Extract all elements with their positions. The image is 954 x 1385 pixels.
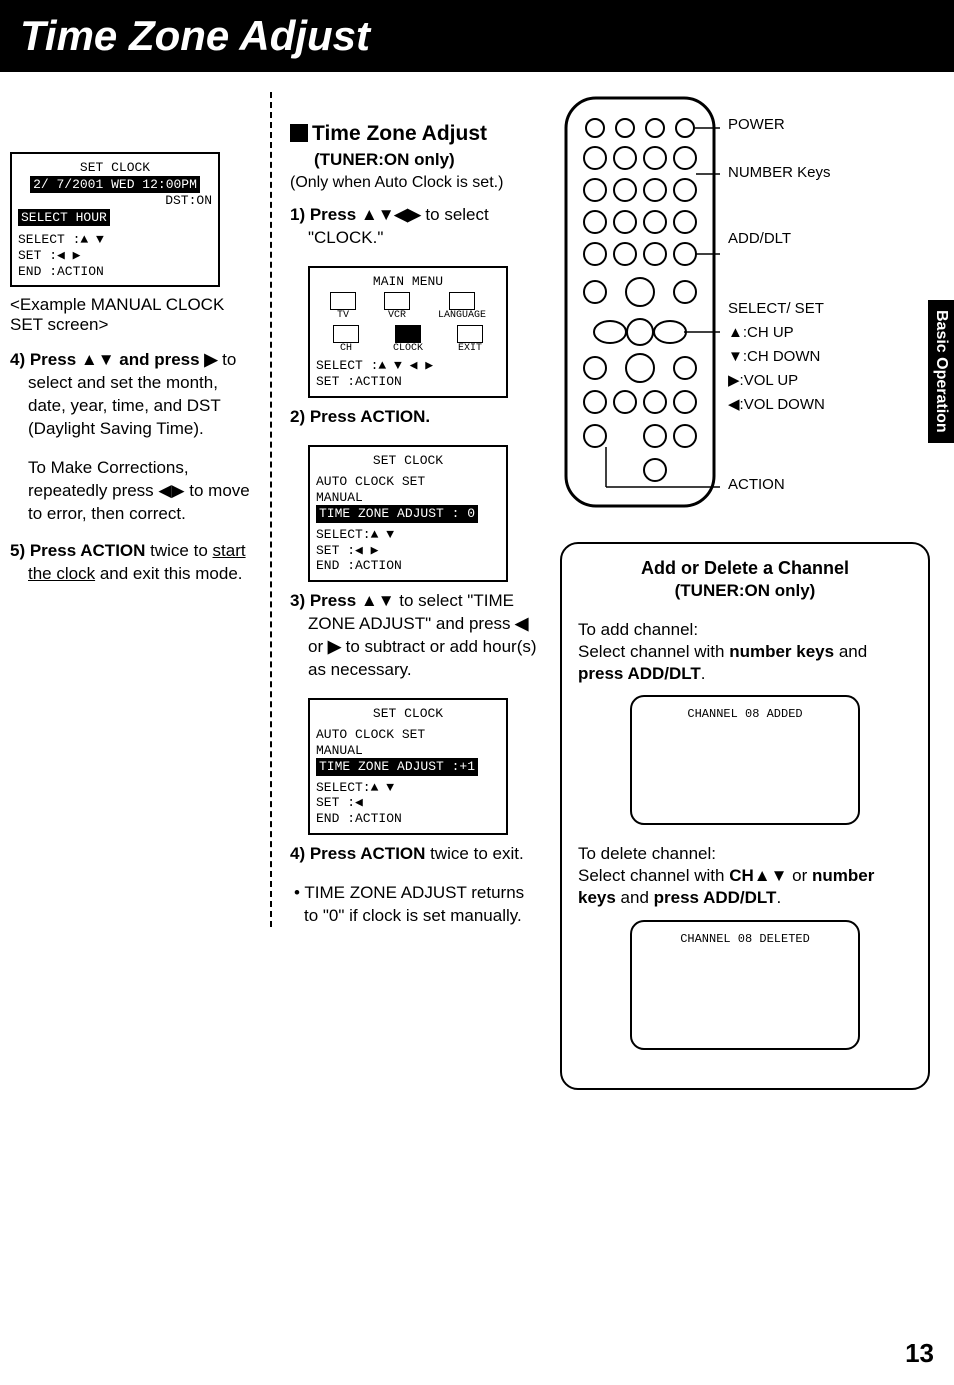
osd-title: SET CLOCK: [316, 453, 500, 469]
label-chup: ▲:CH UP: [728, 324, 831, 342]
osd-hint: SELECT :▲ ▼: [18, 232, 212, 248]
osd-line: MANUAL: [316, 743, 500, 759]
arrows-icon: ▲▼: [81, 350, 115, 369]
step-text: twice to: [145, 541, 212, 560]
step-text: to subtract or add hour(s) as necessary.: [308, 637, 537, 679]
column-left: SET CLOCK 2/ 7/2001 WED 12:00PM DST:ON S…: [10, 92, 260, 602]
add-body: Select channel with number keys and pres…: [578, 642, 867, 683]
del-body: Select channel with CH▲▼ or number keys …: [578, 866, 874, 907]
osd-line-selected: TIME ZONE ADJUST :+1: [316, 758, 478, 776]
column-middle: Time Zone Adjust (TUNER:ON only) (Only w…: [270, 92, 540, 927]
menu-icon-label: EXIT: [458, 343, 482, 354]
osd-title: SET CLOCK: [18, 160, 212, 176]
label-power: POWER: [728, 116, 831, 134]
osd-line: AUTO CLOCK SET: [316, 474, 500, 490]
osd-setclock-tz0: SET CLOCK AUTO CLOCK SET MANUAL TIME ZON…: [308, 445, 508, 582]
osd-hint: SET :◀ ▶: [18, 248, 212, 264]
osd-setclock: SET CLOCK 2/ 7/2001 WED 12:00PM DST:ON S…: [10, 152, 220, 287]
osd-line: MANUAL: [316, 490, 500, 506]
label-number: NUMBER Keys: [728, 164, 831, 182]
osd-caption: <Example MANUAL CLOCK SET screen>: [10, 295, 260, 335]
step-text: and press: [115, 350, 205, 369]
osd-date-line: 2/ 7/2001 WED 12:00PM: [30, 176, 200, 194]
section-subtitle: (TUNER:ON only): [314, 150, 540, 170]
step-2: 2) Press ACTION.: [290, 406, 540, 429]
screen-del: CHANNEL 08 DELETED: [630, 920, 860, 1050]
step-text: 2) Press ACTION.: [290, 407, 430, 426]
osd-hint: SET :ACTION: [316, 374, 500, 390]
step-4: 4) Press ▲▼ and press ▶ to select and se…: [10, 349, 260, 441]
section-title: Time Zone Adjust: [312, 122, 487, 145]
section-note: (Only when Auto Clock is set.): [290, 174, 540, 192]
step-text: 4) Press ACTION: [290, 844, 425, 863]
channel-box-subtitle: (TUNER:ON only): [578, 581, 912, 601]
osd-title: MAIN MENU: [316, 274, 500, 290]
section-heading: Time Zone Adjust: [290, 122, 540, 146]
add-title: To add channel:: [578, 620, 698, 639]
step-3: 3) Press ▲▼ to select "TIME ZONE ADJUST"…: [290, 590, 540, 682]
osd-mainmenu: MAIN MENU TV VCR LANGUAGE CH CLOCK EXIT …: [308, 266, 508, 398]
arrow-left-icon: ◀: [515, 614, 528, 633]
osd-hint: SELECT:▲ ▼: [316, 527, 500, 543]
step-text: 5) Press ACTION: [10, 541, 145, 560]
square-bullet-icon: [290, 124, 308, 142]
osd-setclock-tz1: SET CLOCK AUTO CLOCK SET MANUAL TIME ZON…: [308, 698, 508, 835]
step-text: 3) Press: [290, 591, 361, 610]
menu-icon-label: VCR: [388, 310, 406, 321]
osd-hint: SET :◀ ▶: [316, 543, 500, 559]
channel-box-title: Add or Delete a Channel: [578, 558, 912, 579]
osd-hint: SELECT :▲ ▼ ◀ ▶: [316, 358, 500, 374]
step-text: or: [308, 637, 328, 656]
menu-icon-label: CLOCK: [393, 343, 423, 354]
content: SET CLOCK 2/ 7/2001 WED 12:00PM DST:ON S…: [0, 72, 954, 1100]
osd-hint: END :ACTION: [316, 811, 500, 827]
step-4b: 4) Press ACTION twice to exit.: [290, 843, 540, 866]
osd-dst: DST:ON: [18, 193, 212, 209]
label-voldown: ◀:VOL DOWN: [728, 396, 831, 414]
screen-add: CHANNEL 08 ADDED: [630, 695, 860, 825]
step-text: and exit this mode.: [95, 564, 242, 583]
step-text: 1) Press: [290, 205, 361, 224]
corrections-title: To Make Corrections,: [28, 458, 189, 477]
osd-hint: END :ACTION: [18, 264, 212, 280]
osd-hint: SELECT:▲ ▼: [316, 780, 500, 796]
corrections-block: To Make Corrections, repeatedly press ◀▶…: [28, 457, 260, 526]
label-select: SELECT/ SET: [728, 300, 831, 318]
menu-icon-label: LANGUAGE: [438, 310, 486, 321]
label-action: ACTION: [728, 476, 831, 494]
label-add: ADD/DLT: [728, 230, 831, 248]
remote-labels: POWER NUMBER Keys ADD/DLT SELECT/ SET ▲:…: [728, 92, 831, 494]
delete-channel-block: To delete channel: Select channel with C…: [578, 843, 912, 909]
osd-line: AUTO CLOCK SET: [316, 727, 500, 743]
menu-icon-label: CH: [340, 343, 352, 354]
osd-line-selected: TIME ZONE ADJUST : 0: [316, 505, 478, 523]
osd-hint: SET :◀: [316, 795, 500, 811]
page-number: 13: [905, 1338, 934, 1369]
page-title: Time Zone Adjust: [0, 0, 954, 72]
remote-diagram: POWER NUMBER Keys ADD/DLT SELECT/ SET ▲:…: [560, 92, 930, 512]
label-volup: ▶:VOL UP: [728, 372, 831, 390]
step-1: 1) Press ▲▼◀▶ to select "CLOCK.": [290, 204, 540, 250]
menu-icon-label: TV: [337, 310, 349, 321]
step-5: 5) Press ACTION twice to start the clock…: [10, 540, 260, 586]
arrows-lr-icon: ◀▶: [158, 481, 184, 500]
corrections-text: repeatedly press: [28, 481, 158, 500]
label-chdown: ▼:CH DOWN: [728, 348, 831, 366]
add-channel-block: To add channel: Select channel with numb…: [578, 619, 912, 685]
channel-box: Add or Delete a Channel (TUNER:ON only) …: [560, 542, 930, 1090]
bullet-note: • TIME ZONE ADJUST returns to "0" if clo…: [304, 882, 540, 928]
osd-title: SET CLOCK: [316, 706, 500, 722]
arrows-udlr-icon: ▲▼◀▶: [361, 205, 421, 224]
del-title: To delete channel:: [578, 844, 716, 863]
remote-icon: [560, 92, 720, 512]
step-text: twice to exit.: [425, 844, 523, 863]
osd-select-hour: SELECT HOUR: [18, 209, 110, 227]
column-right: POWER NUMBER Keys ADD/DLT SELECT/ SET ▲:…: [550, 92, 930, 1090]
arrow-right-icon: ▶: [328, 637, 341, 656]
arrow-right-icon: ▶: [204, 350, 217, 369]
step-text: 4) Press: [10, 350, 81, 369]
arrows-ud-icon: ▲▼: [361, 591, 395, 610]
osd-hint: END :ACTION: [316, 558, 500, 574]
